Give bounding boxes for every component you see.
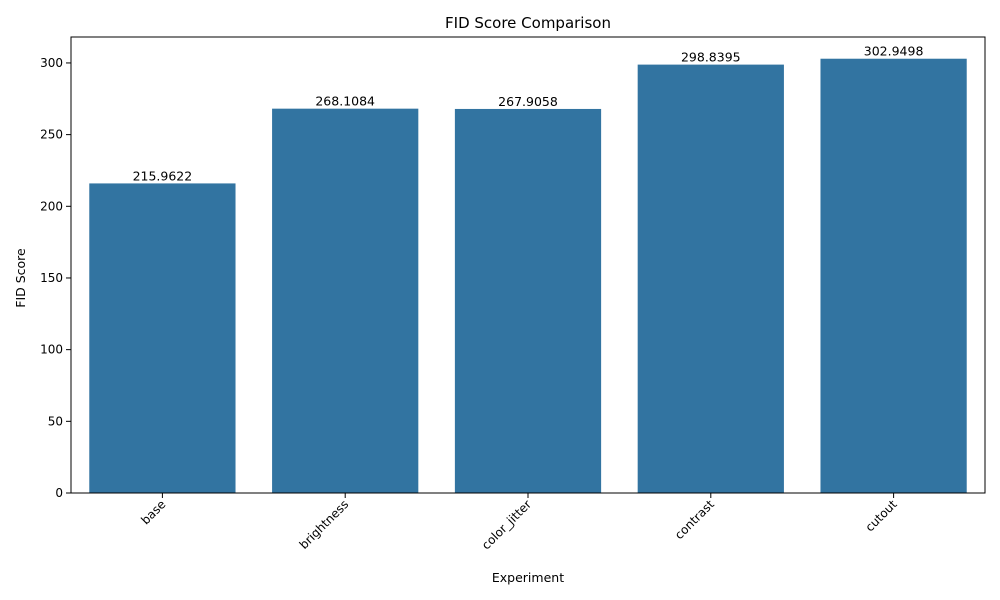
bar-value-label-cutout: 302.9498	[864, 44, 924, 59]
bar-cutout	[820, 58, 967, 493]
x-tick-label-contrast: contrast	[672, 497, 717, 542]
y-axis: 0 50 100 150 200 250 300	[40, 56, 71, 500]
chart-title: FID Score Comparison	[445, 14, 611, 32]
y-axis-label: FID Score	[13, 248, 28, 308]
y-tick-label-100: 100	[40, 343, 63, 357]
y-tick-label-150: 150	[40, 271, 63, 285]
bar-value-label-contrast: 298.8395	[681, 50, 741, 65]
bar-value-labels: 215.9622 268.1084 267.9058 298.8395 302.9498	[133, 44, 924, 184]
y-tick-label-200: 200	[40, 199, 63, 213]
x-axis-label: Experiment	[492, 570, 564, 585]
x-tick-label-cutout: cutout	[863, 497, 900, 534]
bar-color_jitter	[454, 108, 602, 493]
bars-group	[89, 58, 967, 494]
bar-brightness	[272, 108, 419, 494]
bar-value-label-base: 215.9622	[133, 168, 193, 183]
y-tick-label-0: 0	[55, 486, 63, 500]
bar-value-label-brightness: 268.1084	[315, 94, 375, 109]
y-tick-label-250: 250	[40, 128, 63, 142]
y-tick-label-300: 300	[40, 56, 63, 70]
y-tick-label-50: 50	[48, 414, 63, 428]
x-axis: base brightness color_jitter contrast cutout	[138, 493, 900, 552]
x-tick-label-brightness: brightness	[297, 497, 352, 552]
x-tick-label-base: base	[138, 497, 168, 527]
bar-value-label-color_jitter: 267.9058	[498, 94, 558, 109]
plot-frame	[70, 36, 986, 494]
bar-base	[89, 183, 236, 493]
bar-contrast	[637, 64, 784, 494]
x-tick-label-color_jitter: color_jitter	[479, 497, 534, 552]
